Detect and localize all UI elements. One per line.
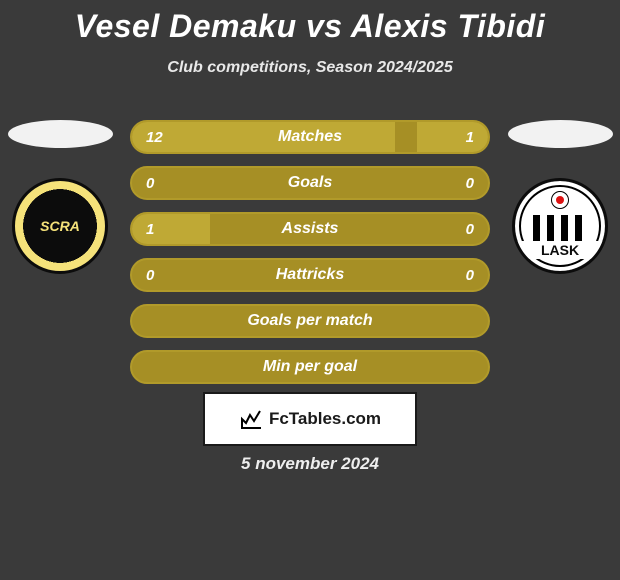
stat-bar: 1 0 Assists (130, 212, 490, 246)
stat-bar: Goals per match (130, 304, 490, 338)
stat-bar: 0 0 Hattricks (130, 258, 490, 292)
subtitle: Club competitions, Season 2024/2025 (0, 59, 620, 77)
right-player-col: LASK (500, 120, 620, 274)
stat-value-right: 0 (466, 175, 474, 192)
right-club-badge: LASK (512, 178, 608, 274)
stat-value-left: 0 (146, 267, 154, 284)
stat-value-right: 0 (466, 221, 474, 238)
right-club-short: LASK (515, 241, 605, 259)
stat-bar: Min per goal (130, 350, 490, 384)
left-flag (8, 120, 113, 148)
date-label: 5 november 2024 (0, 454, 620, 474)
stat-value-right: 1 (466, 129, 474, 146)
left-club-badge: SCRA (12, 178, 108, 274)
stat-value-left: 12 (146, 129, 163, 146)
stat-label: Goals per match (247, 312, 372, 330)
stat-fill-left (132, 122, 395, 152)
stat-label: Goals (288, 174, 332, 192)
stat-bar: 0 0 Goals (130, 166, 490, 200)
stat-label: Min per goal (263, 358, 357, 376)
stat-label: Assists (282, 220, 339, 238)
brand-text: FcTables.com (269, 409, 381, 429)
brand-logo-icon (239, 407, 263, 431)
stat-bar: 12 1 Matches (130, 120, 490, 154)
stat-fill-right (417, 122, 488, 152)
page-title: Vesel Demaku vs Alexis Tibidi (0, 0, 620, 45)
right-flag (508, 120, 613, 148)
stat-label: Hattricks (276, 266, 344, 284)
stats-container: 12 1 Matches 0 0 Goals 1 0 Assists 0 0 Hattricks Goa… (130, 120, 490, 384)
lask-mini-icon (551, 191, 569, 209)
left-player-col: SCRA (0, 120, 120, 274)
stat-value-right: 0 (466, 267, 474, 284)
stat-fill-left (132, 214, 210, 244)
stat-label: Matches (278, 128, 342, 146)
stat-value-left: 0 (146, 175, 154, 192)
left-club-short: SCRA (30, 196, 90, 256)
stat-value-left: 1 (146, 221, 154, 238)
brand-box[interactable]: FcTables.com (203, 392, 417, 446)
